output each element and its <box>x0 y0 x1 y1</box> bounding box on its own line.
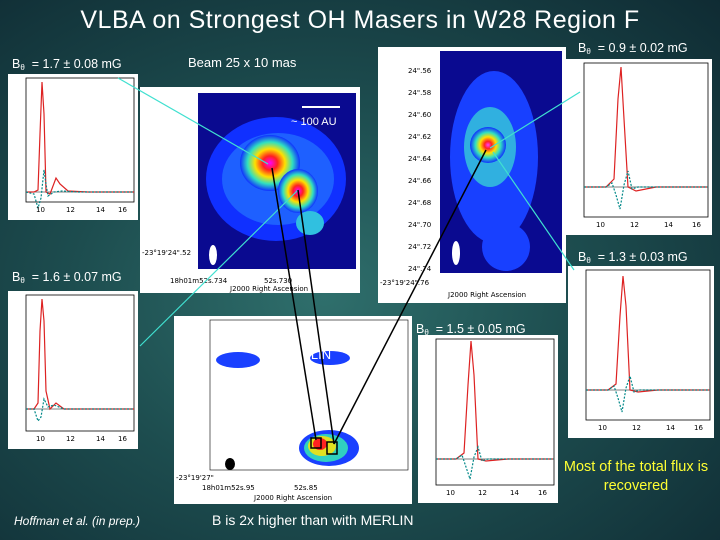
svg-text:16: 16 <box>538 489 547 497</box>
field-label-mid-right: Bθ = 1.3 ± 0.03 mG <box>578 250 688 265</box>
merlin-label: MERLIN <box>282 347 332 362</box>
beam-size-label: Beam 25 x 10 mas <box>188 55 297 70</box>
svg-text:24".70: 24".70 <box>408 221 431 229</box>
svg-text:J2000 Right Ascension: J2000 Right Ascension <box>447 291 526 299</box>
spectrum-panel-center: 10 12 14 16 <box>418 335 558 503</box>
svg-text:-23°19'24".76: -23°19'24".76 <box>380 279 430 287</box>
svg-text:16: 16 <box>118 435 127 443</box>
field-label-mid-left: Bθ = 1.6 ± 0.07 mG <box>12 270 122 285</box>
svg-text:52s.85: 52s.85 <box>294 484 318 492</box>
svg-text:24".64: 24".64 <box>408 155 432 163</box>
spectrum-panel-top-left: 10 12 14 16 <box>8 74 138 220</box>
spectrum-panel-top-right: 10 12 14 16 <box>566 59 712 235</box>
svg-text:10: 10 <box>598 424 607 432</box>
svg-text:52s.730: 52s.730 <box>264 277 292 285</box>
svg-text:10: 10 <box>596 221 605 229</box>
svg-text:14: 14 <box>96 206 105 214</box>
svg-text:10: 10 <box>36 435 45 443</box>
svg-text:18h01m52s.95: 18h01m52s.95 <box>202 484 255 492</box>
svg-text:24".66: 24".66 <box>408 177 432 185</box>
svg-text:12: 12 <box>478 489 487 497</box>
svg-text:16: 16 <box>118 206 127 214</box>
flux-note: Most of the total flux is recovered <box>563 459 709 494</box>
svg-text:-23°19'27": -23°19'27" <box>176 474 214 482</box>
svg-text:12: 12 <box>66 206 75 214</box>
page-title: VLBA on Strongest OH Masers in W28 Regio… <box>80 6 640 34</box>
svg-text:24".68: 24".68 <box>408 199 431 207</box>
svg-text:24".56: 24".56 <box>408 67 432 75</box>
svg-text:14: 14 <box>666 424 675 432</box>
spectrum-panel-mid-left: 10 12 14 16 <box>8 291 138 449</box>
svg-text:10: 10 <box>36 206 45 214</box>
svg-text:24".60: 24".60 <box>408 111 431 119</box>
svg-text:J2000 Right Ascension: J2000 Right Ascension <box>253 494 332 502</box>
svg-text:10: 10 <box>446 489 455 497</box>
scale-bar <box>302 106 340 108</box>
merlin-map: -23°19'27" 18h01m52s.95 52s.85 J2000 Rig… <box>174 316 412 504</box>
svg-text:24".58: 24".58 <box>408 89 431 97</box>
svg-text:12: 12 <box>632 424 641 432</box>
svg-text:J2000 Right Ascension: J2000 Right Ascension <box>229 285 308 293</box>
svg-text:24".74: 24".74 <box>408 265 432 273</box>
conclusion: B is 2x higher than with MERLIN <box>212 512 414 528</box>
svg-text:16: 16 <box>692 221 701 229</box>
svg-text:24".62: 24".62 <box>408 133 431 141</box>
citation: Hoffman et al. (in prep.) <box>14 514 141 528</box>
svg-text:16: 16 <box>694 424 703 432</box>
svg-text:14: 14 <box>664 221 673 229</box>
svg-text:14: 14 <box>96 435 105 443</box>
scale-bar-label: ~ 100 AU <box>291 116 337 128</box>
field-label-top-left: Bθ = 1.7 ± 0.08 mG <box>12 57 122 72</box>
svg-text:18h01m52s.734: 18h01m52s.734 <box>170 277 228 285</box>
field-label-center: Bθ = 1.5 ± 0.05 mG <box>416 322 526 337</box>
svg-text:12: 12 <box>66 435 75 443</box>
svg-text:12: 12 <box>630 221 639 229</box>
svg-text:24".72: 24".72 <box>408 243 431 251</box>
svg-text:-23°19'24".52: -23°19'24".52 <box>142 249 191 257</box>
spectrum-panel-mid-right: 10 12 14 16 <box>568 266 714 438</box>
field-label-top-right: Bθ = 0.9 ± 0.02 mG <box>578 41 688 56</box>
svg-text:14: 14 <box>510 489 519 497</box>
